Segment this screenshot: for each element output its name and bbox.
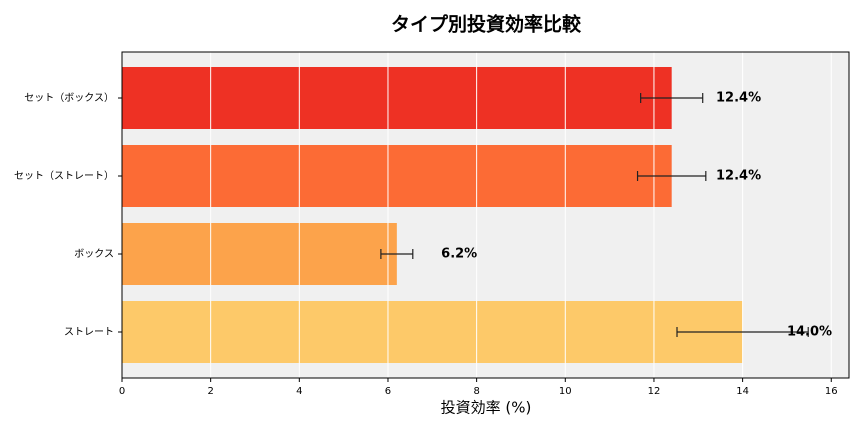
x-tick-label: 10 bbox=[559, 386, 572, 397]
plot-frame bbox=[121, 51, 850, 379]
x-tick-label: 0 bbox=[119, 386, 125, 397]
bar bbox=[122, 223, 397, 285]
value-label: 12.4% bbox=[716, 169, 761, 184]
x-tick-label: 8 bbox=[473, 386, 479, 397]
bar bbox=[122, 145, 672, 207]
x-tick-label: 12 bbox=[648, 386, 661, 397]
error-bar bbox=[676, 327, 809, 337]
y-tick-label: セット（ボックス） bbox=[24, 92, 114, 104]
error-bar bbox=[380, 249, 414, 259]
chart-title: タイプ別投資効率比較 bbox=[391, 13, 582, 36]
bar bbox=[122, 301, 743, 363]
x-tick-label: 4 bbox=[296, 386, 302, 397]
error-bar bbox=[636, 171, 707, 181]
x-tick-label: 14 bbox=[736, 386, 749, 397]
x-tick-label: 16 bbox=[825, 386, 838, 397]
y-tick-label: ボックス bbox=[74, 248, 114, 260]
y-tick-label: ストレート bbox=[64, 327, 114, 338]
value-label: 6.2% bbox=[441, 247, 477, 262]
x-axis-label: 投資効率 (%) bbox=[441, 399, 532, 417]
x-tick-label: 6 bbox=[385, 386, 391, 397]
y-tick-label: セット（ストレート） bbox=[14, 170, 114, 182]
value-label: 12.4% bbox=[716, 91, 761, 106]
x-tick-label: 2 bbox=[207, 386, 213, 397]
value-label: 14.0% bbox=[787, 325, 832, 340]
bar bbox=[122, 67, 672, 129]
error-bar bbox=[640, 93, 704, 103]
